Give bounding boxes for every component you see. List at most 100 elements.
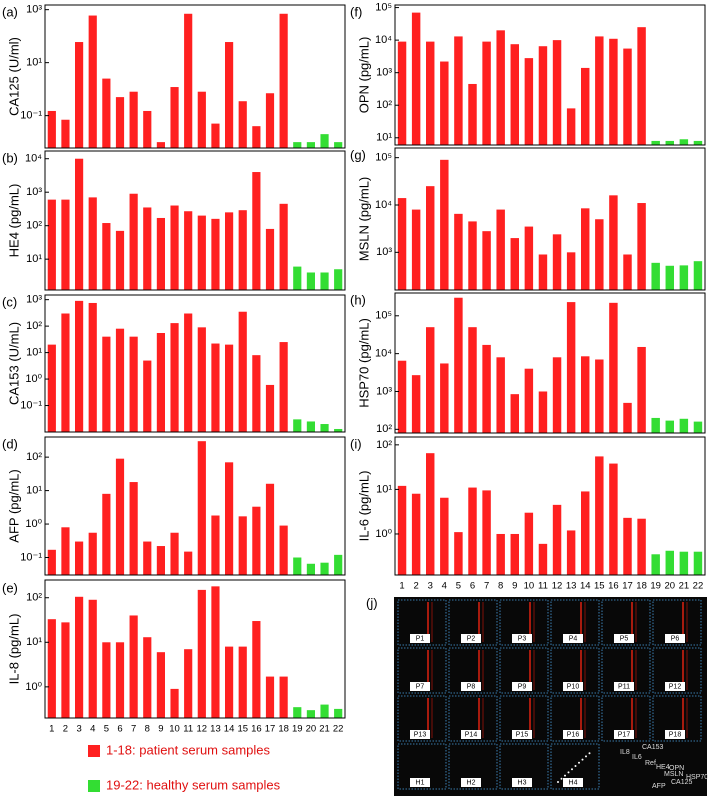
well-label-box bbox=[512, 778, 532, 787]
bar bbox=[184, 13, 193, 148]
x-tick-label: 6 bbox=[117, 724, 122, 735]
axis-frame bbox=[44, 294, 346, 433]
bar bbox=[468, 327, 477, 433]
bar bbox=[156, 333, 165, 432]
bar bbox=[496, 357, 505, 433]
bar bbox=[102, 223, 111, 290]
axis-frame bbox=[44, 436, 346, 576]
x-tick-label: 6 bbox=[470, 581, 475, 592]
bar bbox=[552, 40, 562, 146]
y-tick-label: 10⁴ bbox=[375, 34, 392, 46]
x-tick-label: 18 bbox=[278, 724, 289, 735]
bar bbox=[411, 375, 421, 433]
spot-label: AFP bbox=[652, 783, 666, 790]
bar bbox=[225, 212, 234, 290]
x-tick-label: 16 bbox=[251, 724, 262, 735]
bar bbox=[468, 83, 477, 145]
y-tick-label: 10³ bbox=[376, 385, 392, 397]
well-label-box bbox=[665, 634, 685, 643]
well-label-box bbox=[461, 778, 481, 787]
bar bbox=[595, 456, 604, 575]
spot bbox=[567, 771, 570, 774]
panel-label: (a) bbox=[2, 4, 18, 19]
bar bbox=[320, 562, 329, 575]
bar bbox=[102, 336, 111, 432]
bar bbox=[129, 91, 138, 148]
bar bbox=[252, 355, 261, 432]
well-label: P5 bbox=[620, 635, 629, 642]
bar bbox=[411, 12, 421, 145]
well-label-box bbox=[461, 682, 481, 691]
x-tick-label: 17 bbox=[265, 724, 276, 735]
well-label: P16 bbox=[567, 731, 580, 738]
well-label: H4 bbox=[569, 779, 578, 786]
bar bbox=[334, 428, 343, 432]
spot bbox=[564, 774, 566, 777]
bar bbox=[637, 346, 646, 433]
x-tick-label: 4 bbox=[90, 724, 95, 735]
well-label-box bbox=[563, 778, 583, 787]
y-axis-label: IL-8 (pg/mL) bbox=[6, 614, 21, 685]
panel-label: (e) bbox=[2, 580, 18, 595]
bar bbox=[496, 209, 505, 290]
bar bbox=[197, 91, 206, 148]
x-tick-label: 12 bbox=[197, 724, 208, 735]
bar bbox=[61, 199, 70, 290]
y-tick-label: 10⁰ bbox=[375, 528, 392, 540]
bar bbox=[468, 221, 477, 290]
legend-swatch bbox=[88, 745, 100, 757]
y-axis-label: CA125 (U/ml) bbox=[6, 37, 21, 116]
well-label-box bbox=[614, 730, 634, 739]
bar bbox=[651, 554, 660, 575]
bar bbox=[581, 356, 590, 433]
spot bbox=[571, 768, 573, 771]
y-tick-label: 10⁰ bbox=[25, 518, 42, 530]
bar bbox=[279, 13, 288, 148]
well-label: P4 bbox=[569, 635, 578, 642]
well-border bbox=[550, 647, 600, 694]
bar bbox=[482, 41, 491, 145]
bar bbox=[279, 676, 288, 718]
well-label-box bbox=[410, 634, 430, 643]
bar bbox=[75, 596, 84, 718]
spot bbox=[560, 777, 563, 780]
bar bbox=[61, 622, 70, 718]
bar bbox=[482, 344, 491, 433]
bar bbox=[238, 311, 247, 432]
x-tick-label: 15 bbox=[237, 724, 248, 735]
panel-label: (c) bbox=[2, 294, 17, 309]
bar bbox=[88, 197, 97, 290]
bar bbox=[88, 532, 97, 575]
well-border bbox=[448, 599, 498, 646]
bar bbox=[143, 110, 152, 148]
bar bbox=[510, 533, 519, 575]
bar bbox=[623, 517, 632, 575]
bar bbox=[454, 297, 463, 433]
bar bbox=[679, 139, 689, 145]
bar bbox=[211, 515, 220, 575]
well-border bbox=[652, 695, 702, 742]
bar bbox=[88, 15, 97, 148]
spot-label: HSP70 bbox=[686, 774, 708, 781]
bar bbox=[320, 272, 329, 290]
bar bbox=[651, 417, 660, 433]
bar bbox=[524, 512, 534, 575]
bar bbox=[88, 599, 97, 718]
bar bbox=[197, 327, 206, 432]
x-tick-label: 14 bbox=[224, 724, 235, 735]
x-tick-label: 20 bbox=[306, 724, 317, 735]
bar bbox=[143, 637, 152, 718]
bar bbox=[47, 344, 56, 432]
well-label: P18 bbox=[669, 731, 682, 738]
bar bbox=[211, 123, 220, 148]
bar bbox=[566, 530, 576, 575]
spot bbox=[588, 752, 591, 755]
bar bbox=[293, 557, 302, 575]
bar bbox=[252, 126, 261, 148]
axis-frame bbox=[44, 579, 346, 719]
panel-label: (d) bbox=[2, 436, 18, 451]
bar bbox=[637, 203, 646, 290]
bar bbox=[170, 87, 179, 148]
well-border bbox=[397, 743, 447, 790]
bar bbox=[88, 302, 97, 432]
